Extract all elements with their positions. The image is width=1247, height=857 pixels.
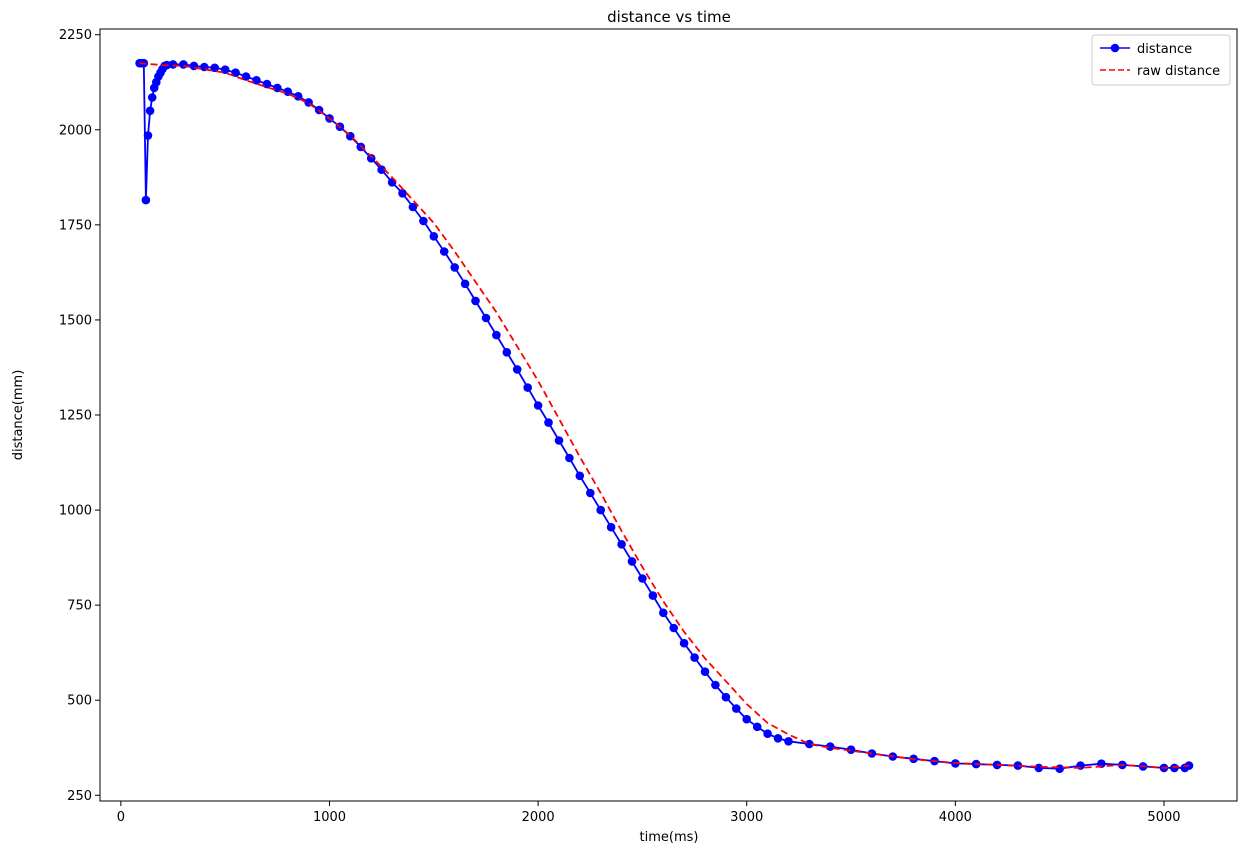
data-point [141,195,151,205]
data-point [690,653,699,662]
data-point [377,165,386,174]
data-point [700,667,710,676]
data-point [825,742,835,751]
data-point [575,471,585,481]
data-point [210,63,219,73]
data-point [648,591,658,600]
x-tick-label: 1000 [313,810,346,825]
data-point [627,557,637,566]
x-axis: 0 1000 2000 3000 4000 5000 [117,801,1181,825]
data-point [143,131,153,140]
data-point [805,739,814,749]
data-point [450,263,460,272]
data-point [408,202,418,212]
data-point [679,638,689,648]
series-layer [135,58,1194,773]
data-point [669,623,678,633]
data-point [429,232,439,241]
data-point [262,79,272,89]
data-point [586,488,595,498]
data-point [638,574,647,583]
data-point [1013,761,1023,770]
data-point [398,189,407,198]
x-axis-label: time(ms) [640,830,699,845]
series-line [139,62,1190,769]
data-point [273,83,282,93]
data-point [439,247,449,256]
data-point [179,60,188,69]
data-point [1055,764,1064,773]
y-tick-label: 1500 [59,313,92,328]
legend-raw-distance-label: raw distance [1137,64,1220,79]
y-axis-label: distance(mm) [11,370,26,461]
data-point [596,505,605,515]
data-point [460,279,470,289]
data-point [168,60,178,69]
data-point [711,680,720,690]
x-tick-label: 4000 [939,810,972,825]
data-point [617,540,626,549]
data-point [784,737,793,746]
data-point [145,106,155,116]
data-point [502,348,512,357]
series-raw-distance [139,62,1190,769]
legend-distance-marker [1110,43,1120,53]
data-point [512,365,522,374]
legend-distance-label: distance [1137,42,1192,57]
y-tick-label: 500 [67,694,92,709]
data-point [721,692,731,702]
data-point [419,216,428,226]
y-axis: 250 500 750 1000 1250 1500 1750 2000 2250 [59,28,100,804]
x-tick-label: 5000 [1147,810,1180,825]
y-tick-label: 2000 [59,123,92,138]
data-point [846,745,856,754]
chart-title: distance vs time [607,8,731,26]
plot-area [100,29,1237,801]
data-point [492,330,501,340]
data-point [773,734,783,743]
data-point [533,401,543,410]
data-point [742,714,751,724]
legend: distance raw distance [1091,34,1231,86]
data-point [544,418,553,427]
data-point [763,729,772,738]
data-point [606,522,616,532]
data-point [1170,763,1179,773]
x-tick-label: 2000 [522,810,555,825]
data-point [523,383,532,392]
x-tick-label: 3000 [730,810,763,825]
data-point [471,296,480,306]
x-tick-label: 0 [117,810,125,825]
data-point [565,453,574,463]
data-point [554,436,564,445]
y-tick-label: 1000 [59,504,92,519]
y-tick-label: 250 [67,789,92,804]
data-point [752,722,762,732]
data-point [147,93,157,102]
data-point [732,704,741,713]
y-tick-label: 1750 [59,218,92,233]
data-point [659,608,668,618]
series-distance [135,58,1194,773]
data-point [1034,763,1044,773]
y-tick-label: 750 [67,599,92,614]
data-point [366,154,376,163]
data-point [481,313,491,323]
y-tick-label: 1250 [59,409,92,424]
y-tick-label: 2250 [59,28,92,43]
